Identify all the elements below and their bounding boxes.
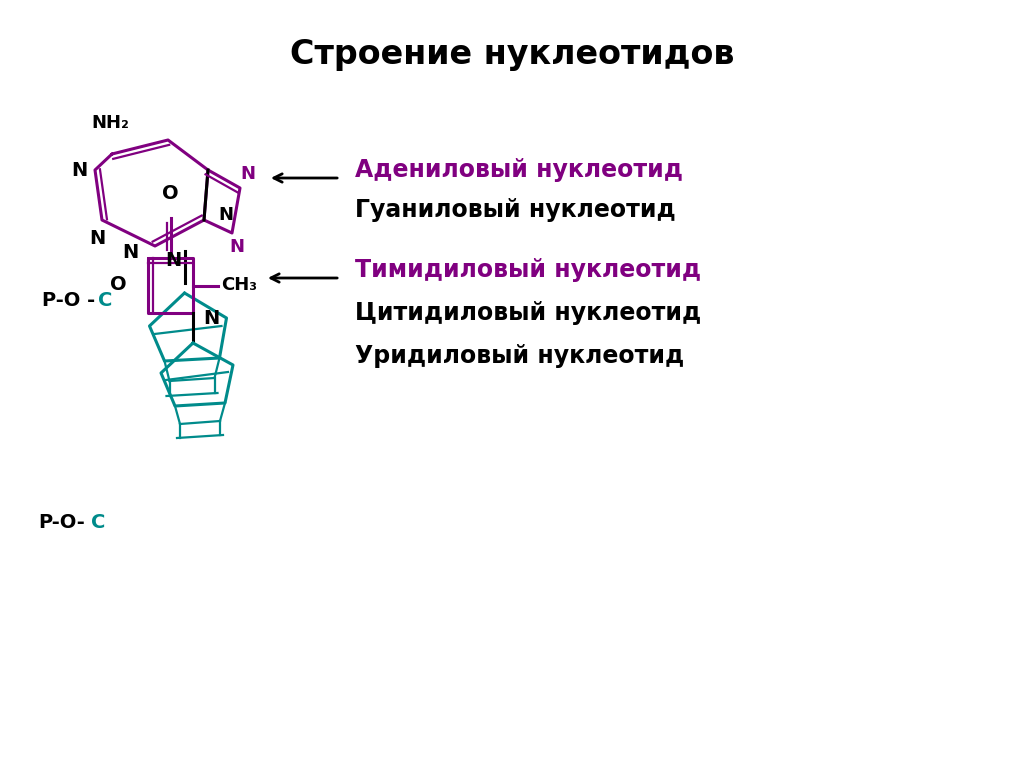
Text: N: N — [89, 229, 105, 247]
Text: N: N — [165, 251, 181, 270]
Text: C: C — [91, 514, 105, 532]
Text: C: C — [98, 290, 113, 310]
Text: Тимидиловый нуклеотид: Тимидиловый нуклеотид — [355, 258, 701, 282]
Text: NH₂: NH₂ — [91, 114, 129, 132]
Text: O: O — [110, 276, 126, 294]
Text: CH₃: CH₃ — [221, 276, 257, 294]
Text: N: N — [71, 161, 87, 180]
Text: Строение нуклеотидов: Строение нуклеотидов — [290, 38, 734, 71]
Text: N: N — [241, 165, 256, 183]
Text: Адениловый нуклеотид: Адениловый нуклеотид — [355, 158, 683, 182]
Text: N: N — [229, 238, 245, 256]
Text: P-O-: P-O- — [38, 514, 85, 532]
Text: P-O -: P-O - — [42, 290, 101, 310]
Text: N: N — [203, 309, 219, 327]
Text: N: N — [218, 206, 233, 224]
Text: N: N — [122, 243, 138, 263]
Text: Уридиловый нуклеотид: Уридиловый нуклеотид — [355, 344, 684, 368]
Text: O: O — [162, 184, 179, 203]
Text: Гуаниловый нуклеотид: Гуаниловый нуклеотид — [355, 198, 676, 222]
Text: Цитидиловый нуклеотид: Цитидиловый нуклеотид — [355, 301, 701, 325]
